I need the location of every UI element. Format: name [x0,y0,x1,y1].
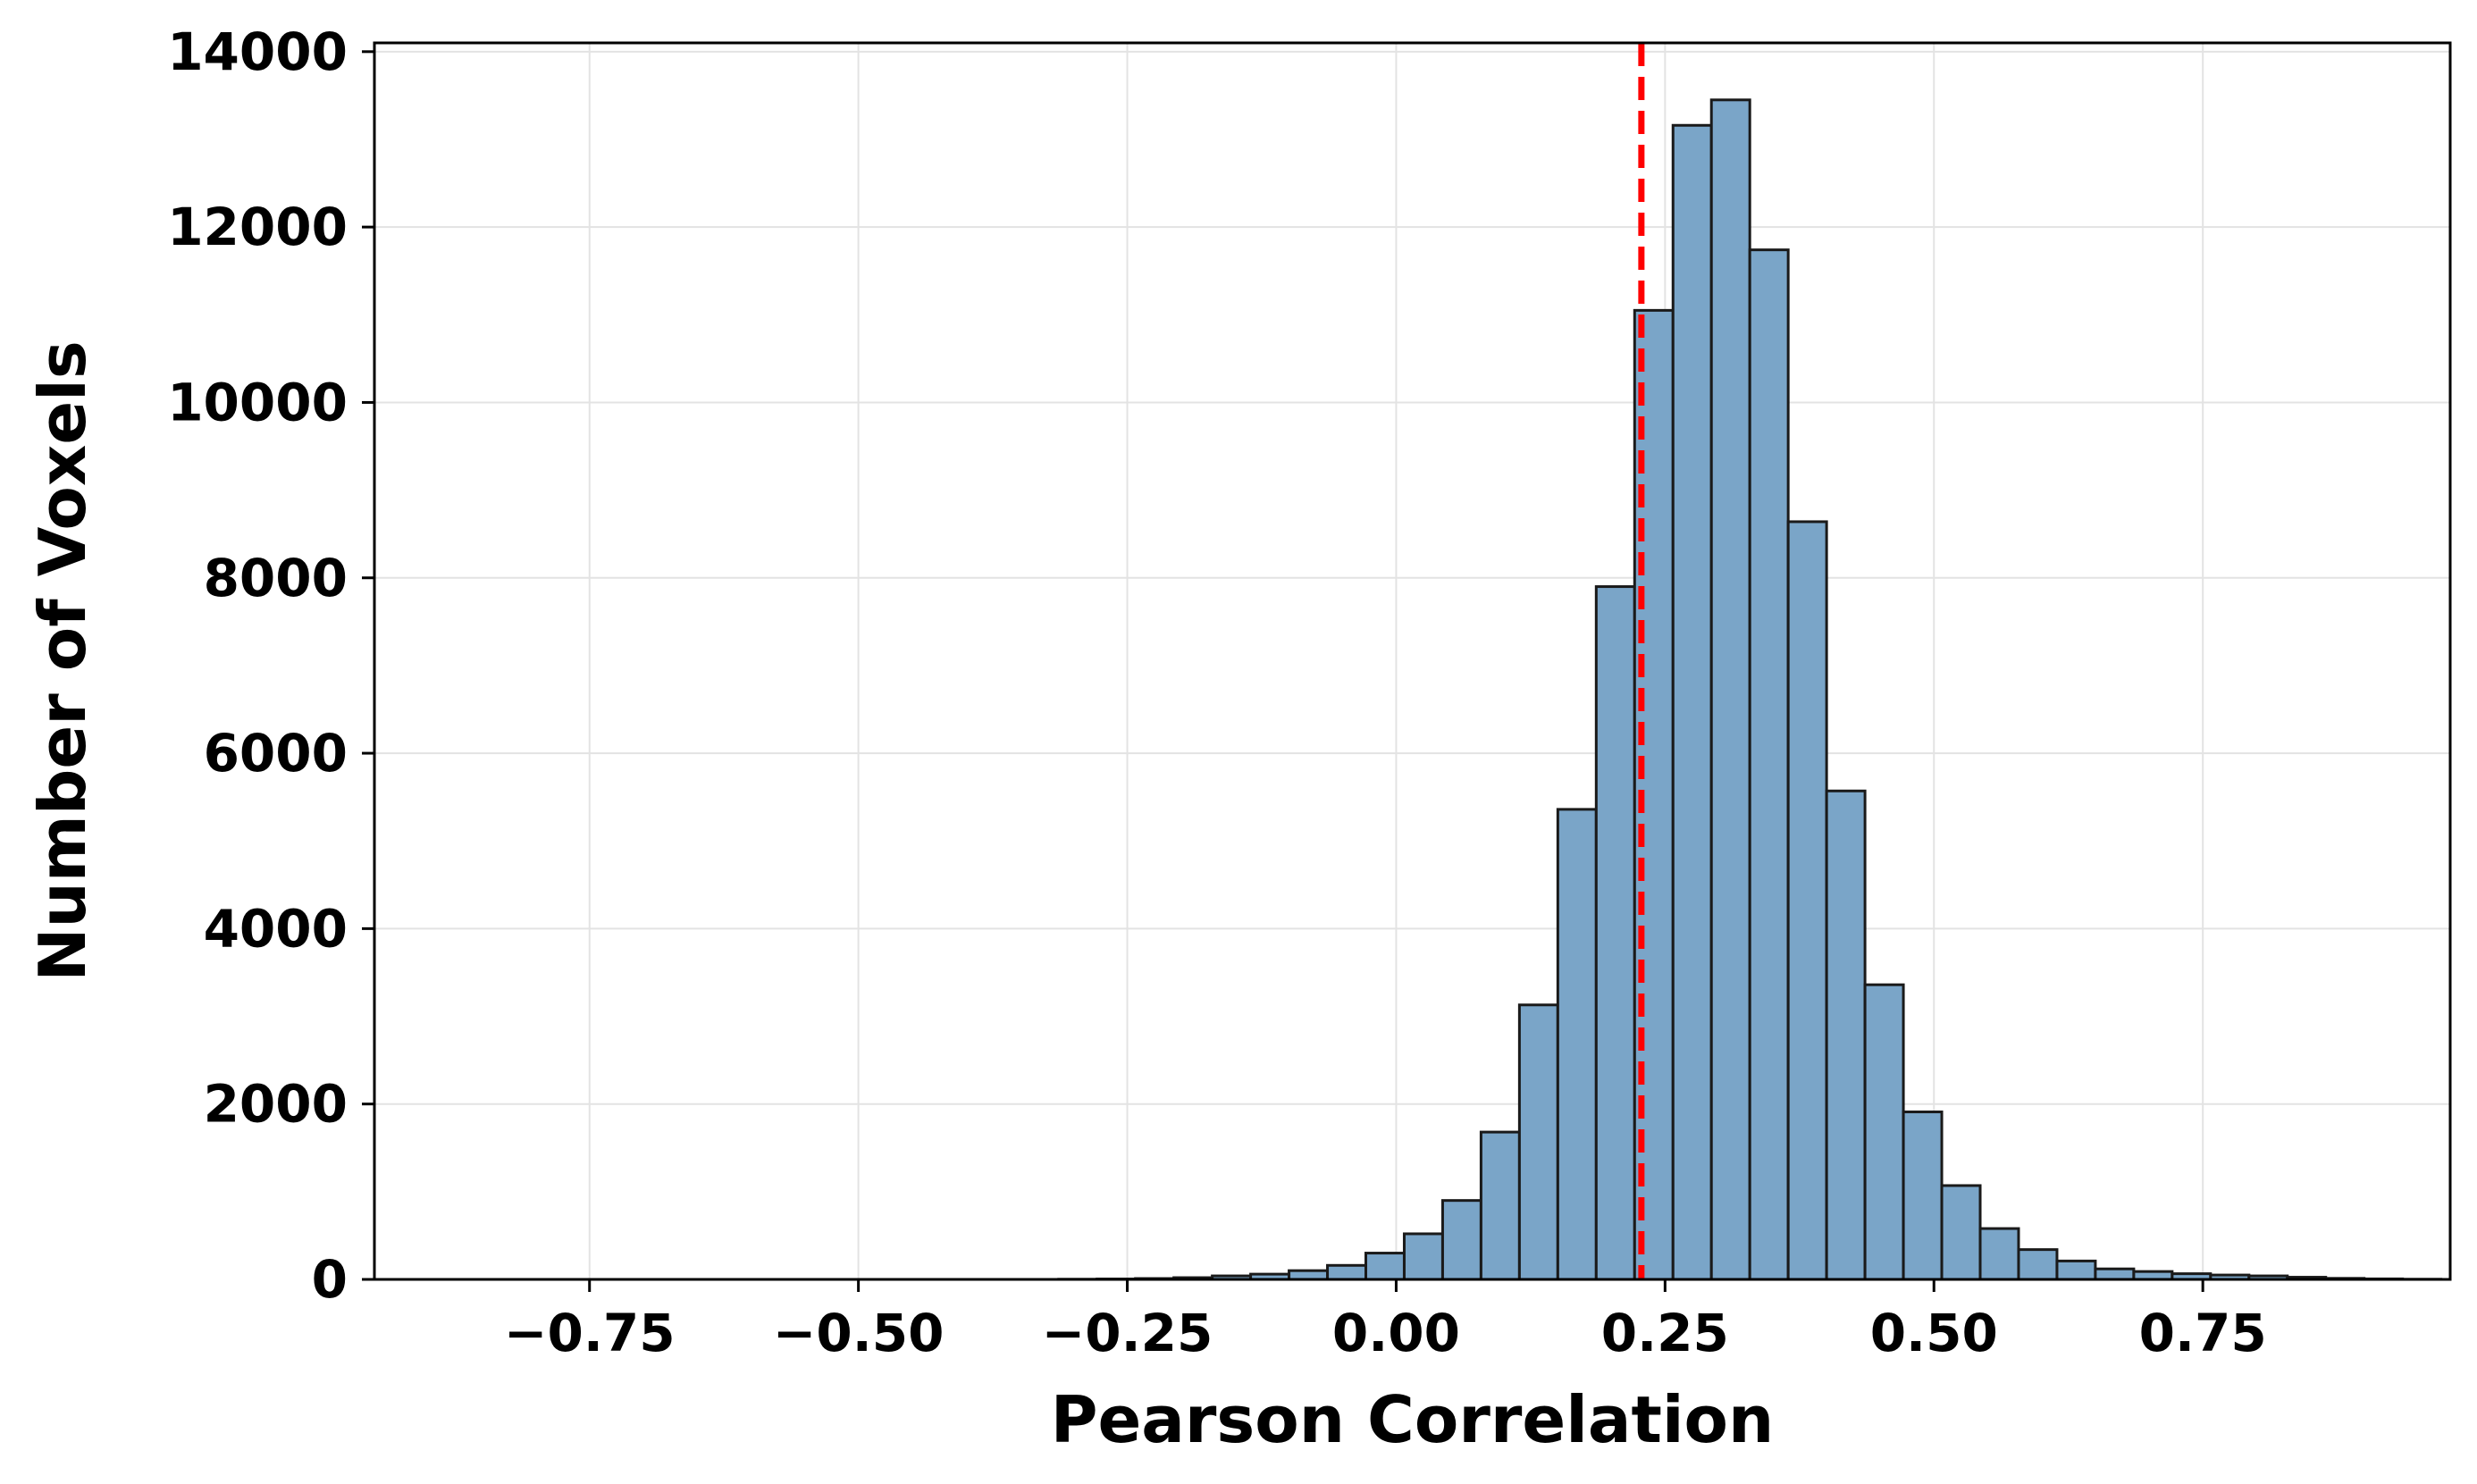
x-axis-ticks: −0.75 −0.50 −0.25 0.00 0.25 0.50 0.75 [504,1279,2267,1363]
histogram-bar [1364,1252,1406,1281]
x-tick-label: −0.25 [1042,1303,1213,1363]
histogram-bar [1940,1184,1982,1281]
y-tick-label: 2000 [204,1074,348,1135]
histogram-bar [1671,123,1713,1281]
y-axis-title: Number of Voxels [25,340,100,981]
x-tick-label: 0.00 [1332,1303,1460,1363]
plot-frame [373,41,2452,1281]
x-tick-label: 0.50 [1870,1303,1998,1363]
y-tick-label: 10000 [167,372,348,432]
histogram-bar [1440,1199,1482,1281]
histogram-bar [1978,1227,2020,1281]
grid-lines [374,43,2450,1280]
histogram-bar [1479,1130,1521,1281]
x-tick-label: 0.25 [1601,1303,1729,1363]
x-tick-label: −0.50 [773,1303,945,1363]
y-tick-label: 12000 [167,197,348,257]
y-tick-label: 0 [312,1249,348,1310]
x-axis-title: Pearson Correlation [1051,1382,1775,1457]
histogram-bar [1786,520,1828,1281]
histogram-bar [1326,1263,1368,1281]
histogram-bar [1594,585,1636,1281]
histogram-bar [1902,1111,1944,1281]
histogram-bar [1709,98,1751,1281]
y-tick-label: 4000 [204,898,348,959]
histogram-bar [2055,1259,2097,1281]
histogram-bar [1517,1003,1559,1281]
histogram-bar [2094,1267,2136,1281]
y-tick-label: 6000 [204,723,348,784]
y-tick-label: 14000 [167,21,348,82]
y-tick-label: 8000 [204,548,348,608]
histogram-bar [1402,1232,1444,1281]
x-tick-label: 0.75 [2139,1303,2267,1363]
histogram-bar [1748,248,1790,1281]
x-tick-label: −0.75 [504,1303,676,1363]
histogram-bar [1863,983,1905,1281]
histogram-bar [2017,1248,2059,1281]
histogram-bar [1825,789,1867,1281]
y-axis-ticks: 0 2000 4000 6000 8000 10000 12000 14000 [167,21,374,1310]
histogram-bar [1556,808,1598,1281]
